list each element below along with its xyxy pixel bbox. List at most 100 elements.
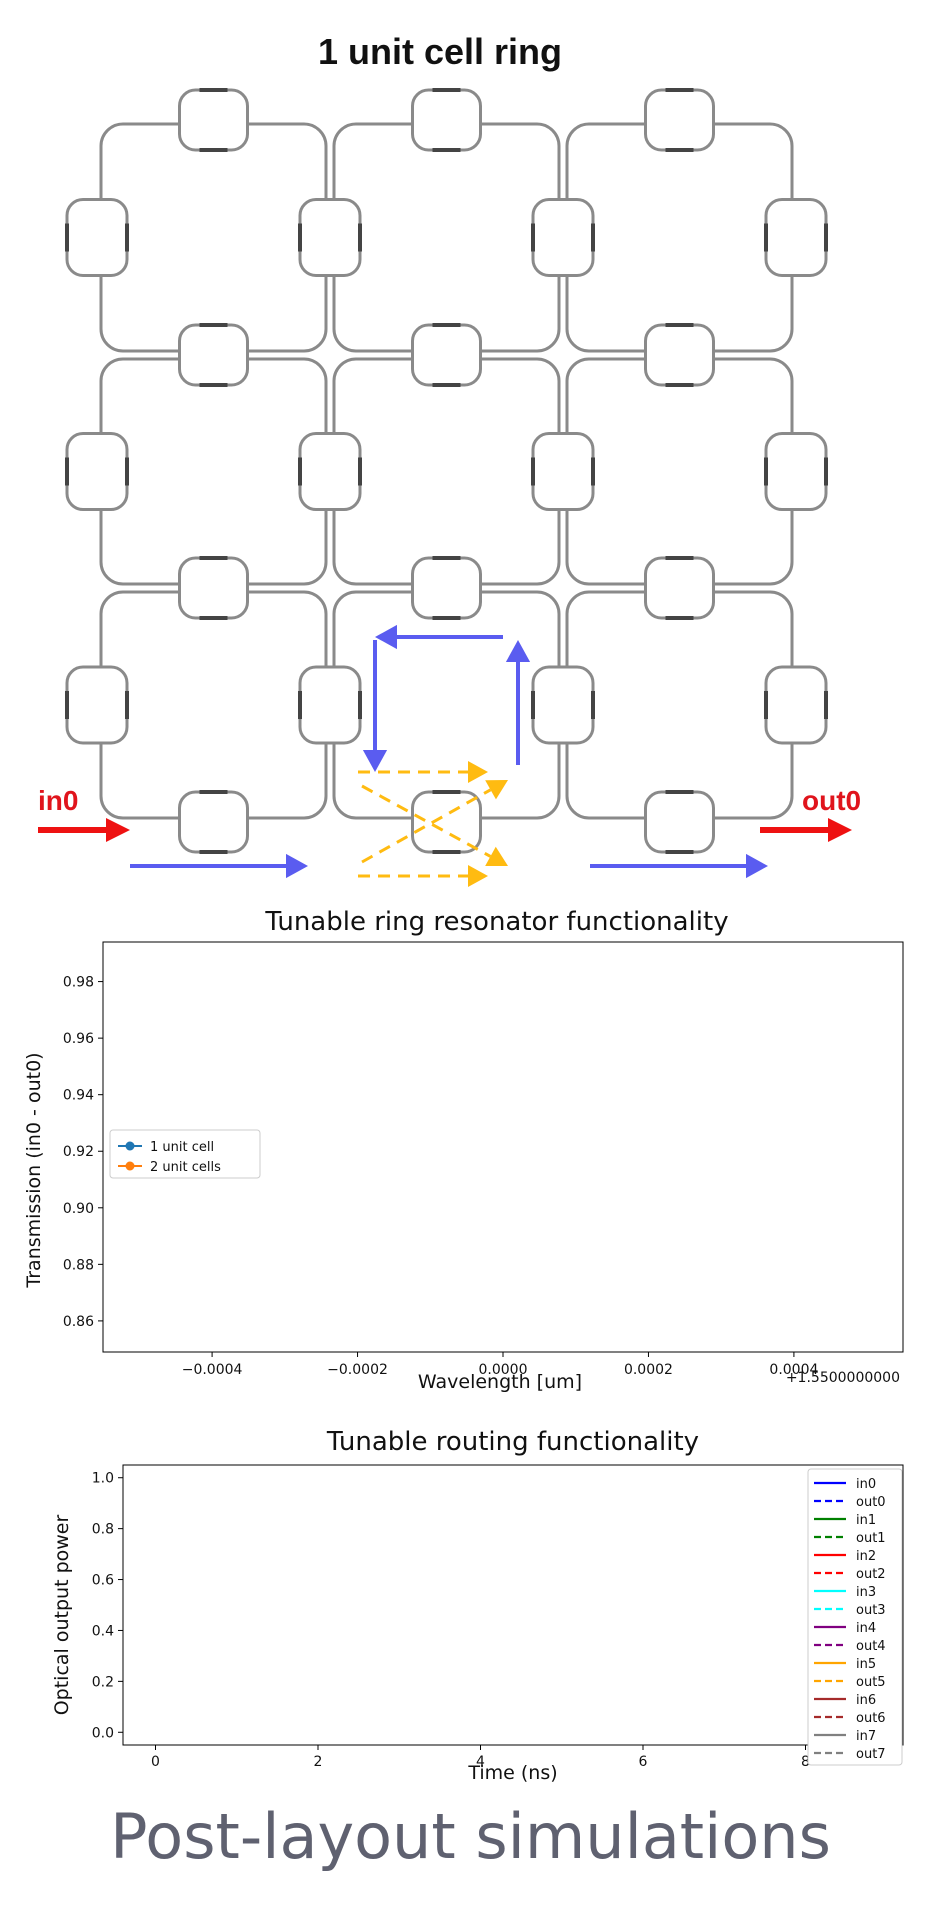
directional-coupler	[531, 432, 595, 511]
output-port-label: out0	[802, 785, 861, 816]
legend-label: in4	[856, 1621, 876, 1636]
legend-label: in5	[856, 1657, 876, 1672]
legend-label: 1 unit cell	[150, 1140, 214, 1155]
chart2-xtick-label: 0	[151, 1754, 160, 1770]
bus-arrow-right-head	[746, 853, 768, 879]
legend-label: out0	[856, 1495, 886, 1510]
coupling-arrow-shaft	[361, 784, 492, 858]
legend-label: in0	[856, 1477, 876, 1492]
directional-coupler	[411, 556, 482, 620]
chart2-ytick-label: 0.4	[92, 1623, 114, 1639]
coupling-arrow-head	[468, 865, 488, 887]
ring-arrow-top-head	[375, 624, 397, 650]
ring-resonator-chart: Tunable ring resonator functionality −0.…	[23, 907, 904, 1393]
chart1-xtick-label: 0.0004	[769, 1362, 818, 1378]
chart1-xtick-label: 0.0000	[479, 1362, 528, 1378]
diagram-title: 1 unit cell ring	[318, 31, 562, 72]
legend-label: out6	[856, 1711, 886, 1726]
ring-arrow-right-head	[505, 640, 531, 662]
chart2-ytick-label: 1.0	[92, 1471, 114, 1487]
output-port: out0	[760, 785, 861, 842]
directional-coupler	[411, 323, 482, 387]
legend-label: out3	[856, 1603, 886, 1618]
directional-coupler	[65, 665, 129, 745]
coupling-arrow-head	[468, 761, 488, 783]
unit-cell-ring-diagram: 1 unit cell ring in0 out0	[38, 31, 861, 887]
chart1-ylabel: Transmission (in0 - out0)	[23, 1052, 45, 1288]
chart2-frame	[122, 1464, 904, 1746]
directional-coupler	[764, 432, 828, 511]
waveguide-cell	[565, 590, 794, 820]
chart1-ytick-label: 0.94	[63, 1088, 94, 1104]
footer-caption: Post-layout simulations	[110, 1800, 831, 1873]
coupling-arrows	[358, 761, 508, 887]
chart1-ytick-label: 0.98	[63, 975, 94, 991]
legend-label: out1	[856, 1531, 886, 1546]
chart2-ytick-label: 0.2	[92, 1674, 114, 1690]
directional-coupler	[178, 556, 249, 620]
waveguide-cell	[99, 122, 328, 353]
output-arrow	[760, 818, 852, 842]
chart1-xtick-label: −0.0004	[182, 1362, 243, 1378]
coupling-arrow-shaft	[361, 788, 492, 864]
chart2-legend: in0 out0 in1 out1 in2 out2 in3 out3 in4 out4 in5 ou…	[807, 1468, 903, 1766]
directional-coupler	[298, 665, 362, 745]
directional-coupler	[644, 323, 715, 387]
legend-label: 2 unit cells	[150, 1160, 221, 1175]
input-arrow	[38, 818, 130, 842]
directional-coupler	[298, 432, 362, 511]
chart2-xtick-label: 6	[639, 1754, 648, 1770]
legend-label: in2	[856, 1549, 876, 1564]
input-port-label: in0	[38, 785, 78, 816]
directional-coupler	[65, 198, 129, 277]
directional-coupler	[298, 198, 362, 277]
input-port: in0	[38, 785, 130, 842]
chart1-ytick-label: 0.88	[63, 1257, 94, 1273]
chart2-title: Tunable routing functionality	[326, 1427, 699, 1457]
chart2-xtick-label: 4	[476, 1754, 485, 1770]
chart2-axes: 0 2 4 6 8 0.0 0.2 0.4 0.6 0.8 1.0	[92, 1464, 904, 1770]
directional-coupler	[531, 665, 595, 745]
waveguide-cell	[99, 357, 328, 586]
chart1-x-offset: +1.5500000000	[786, 1370, 900, 1386]
legend-marker	[125, 1141, 135, 1151]
bus-arrow-left-head	[286, 853, 308, 879]
directional-coupler	[65, 432, 129, 511]
ring-path-arrows	[130, 624, 768, 879]
waveguide-cell	[332, 122, 561, 353]
chart1-title: Tunable ring resonator functionality	[264, 907, 728, 937]
chart2-legend-box	[807, 1468, 903, 1766]
waveguide-cell	[332, 357, 561, 586]
chart1-ytick-label: 0.86	[63, 1314, 94, 1330]
chart2-xtick-label: 2	[314, 1754, 323, 1770]
chart1-ytick-label: 0.90	[63, 1201, 94, 1217]
legend-label: out7	[856, 1747, 886, 1762]
directional-coupler	[644, 790, 715, 854]
coupling-arrow-head	[485, 780, 508, 800]
legend-label: out2	[856, 1567, 886, 1582]
chart1-xlabel: Wavelength [um]	[418, 1371, 582, 1393]
chart2-ytick-label: 0.0	[92, 1725, 114, 1741]
directional-coupler	[178, 88, 249, 152]
directional-coupler	[178, 323, 249, 387]
chart1-ytick-label: 0.96	[63, 1031, 94, 1047]
directional-coupler	[531, 198, 595, 277]
chart2-ytick-label: 0.8	[92, 1522, 114, 1538]
legend-label: in7	[856, 1729, 876, 1744]
legend-label: in6	[856, 1693, 876, 1708]
chart1-xtick-label: 0.0002	[624, 1362, 673, 1378]
legend-label: out4	[856, 1639, 886, 1654]
legend-label: out5	[856, 1675, 886, 1690]
directional-coupler	[764, 198, 828, 277]
directional-coupler	[178, 790, 249, 854]
chart1-legend-box	[109, 1129, 261, 1179]
directional-coupler	[644, 556, 715, 620]
chart2-xlabel: Time (ns)	[467, 1762, 557, 1784]
waveguide-cell	[332, 590, 561, 820]
directional-coupler	[764, 665, 828, 745]
chart1-xtick-label: −0.0002	[327, 1362, 388, 1378]
legend-label: in3	[856, 1585, 876, 1600]
directional-coupler	[411, 88, 482, 152]
ring-arrow-left-head	[362, 750, 388, 772]
legend-label: in1	[856, 1513, 876, 1528]
